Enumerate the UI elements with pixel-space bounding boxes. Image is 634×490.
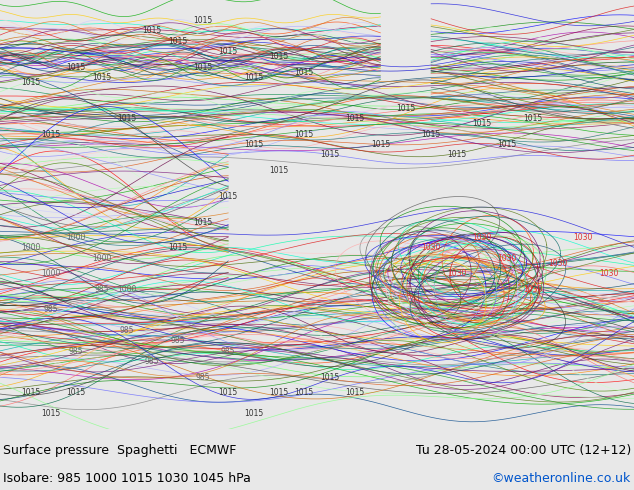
Text: 1000: 1000	[117, 285, 136, 294]
Text: 1030: 1030	[422, 244, 441, 252]
Text: 985: 985	[44, 305, 58, 315]
Text: 1015: 1015	[21, 78, 40, 87]
Text: 1015: 1015	[523, 114, 542, 123]
Text: 1015: 1015	[472, 120, 491, 128]
Text: 1030: 1030	[548, 259, 567, 268]
Text: Isobare: 985 1000 1015 1030 1045 hPa: Isobare: 985 1000 1015 1030 1045 hPa	[3, 472, 251, 485]
Text: 985: 985	[171, 337, 184, 345]
Text: 1015: 1015	[67, 388, 86, 397]
Text: 1030: 1030	[447, 270, 466, 278]
Text: 1015: 1015	[269, 166, 288, 175]
Text: 1015: 1015	[320, 150, 339, 159]
Text: 1015: 1015	[244, 409, 263, 418]
Text: 1000: 1000	[92, 254, 111, 263]
Text: 1030: 1030	[599, 270, 618, 278]
Text: 1015: 1015	[371, 140, 390, 149]
Text: 1015: 1015	[41, 130, 60, 139]
Text: 1015: 1015	[295, 68, 314, 77]
Text: 1000: 1000	[21, 244, 40, 252]
Text: 1015: 1015	[269, 52, 288, 61]
Text: 1015: 1015	[447, 150, 466, 159]
Text: 1015: 1015	[193, 16, 212, 25]
Text: 1015: 1015	[422, 130, 441, 139]
Text: 1015: 1015	[193, 63, 212, 72]
Text: 1015: 1015	[396, 104, 415, 113]
Text: 1015: 1015	[498, 140, 517, 149]
Text: 1015: 1015	[244, 140, 263, 149]
Text: Tu 28-05-2024 00:00 UTC (12+12): Tu 28-05-2024 00:00 UTC (12+12)	[415, 444, 631, 457]
Text: 1030: 1030	[498, 254, 517, 263]
Text: 1015: 1015	[295, 388, 314, 397]
Text: 985: 985	[120, 326, 134, 335]
Text: 985: 985	[94, 285, 108, 294]
Text: 1015: 1015	[193, 218, 212, 226]
Text: 1030: 1030	[523, 285, 542, 294]
Text: 1015: 1015	[269, 388, 288, 397]
Text: 1015: 1015	[117, 114, 136, 123]
Text: 1015: 1015	[295, 130, 314, 139]
Text: 1015: 1015	[219, 388, 238, 397]
Text: 1015: 1015	[92, 73, 111, 82]
Text: 1015: 1015	[244, 73, 263, 82]
Text: 1030: 1030	[574, 233, 593, 242]
Text: 985: 985	[69, 347, 83, 356]
Text: 985: 985	[145, 357, 159, 366]
Text: Surface pressure  Spaghetti   ECMWF: Surface pressure Spaghetti ECMWF	[3, 444, 236, 457]
Text: 1015: 1015	[41, 409, 60, 418]
Text: 1015: 1015	[168, 37, 187, 46]
Text: 985: 985	[196, 372, 210, 382]
Text: 1015: 1015	[143, 26, 162, 35]
Text: 1000: 1000	[67, 233, 86, 242]
Text: 1015: 1015	[67, 63, 86, 72]
Text: 1015: 1015	[21, 388, 40, 397]
Text: 1015: 1015	[168, 244, 187, 252]
Text: 1015: 1015	[219, 47, 238, 56]
Text: 1015: 1015	[346, 388, 365, 397]
Text: 985: 985	[221, 347, 235, 356]
Text: 1030: 1030	[472, 233, 491, 242]
Text: 1000: 1000	[41, 270, 60, 278]
Text: 1015: 1015	[346, 114, 365, 123]
Text: 1015: 1015	[320, 372, 339, 382]
Text: 1015: 1015	[219, 192, 238, 201]
Text: ©weatheronline.co.uk: ©weatheronline.co.uk	[491, 472, 631, 485]
